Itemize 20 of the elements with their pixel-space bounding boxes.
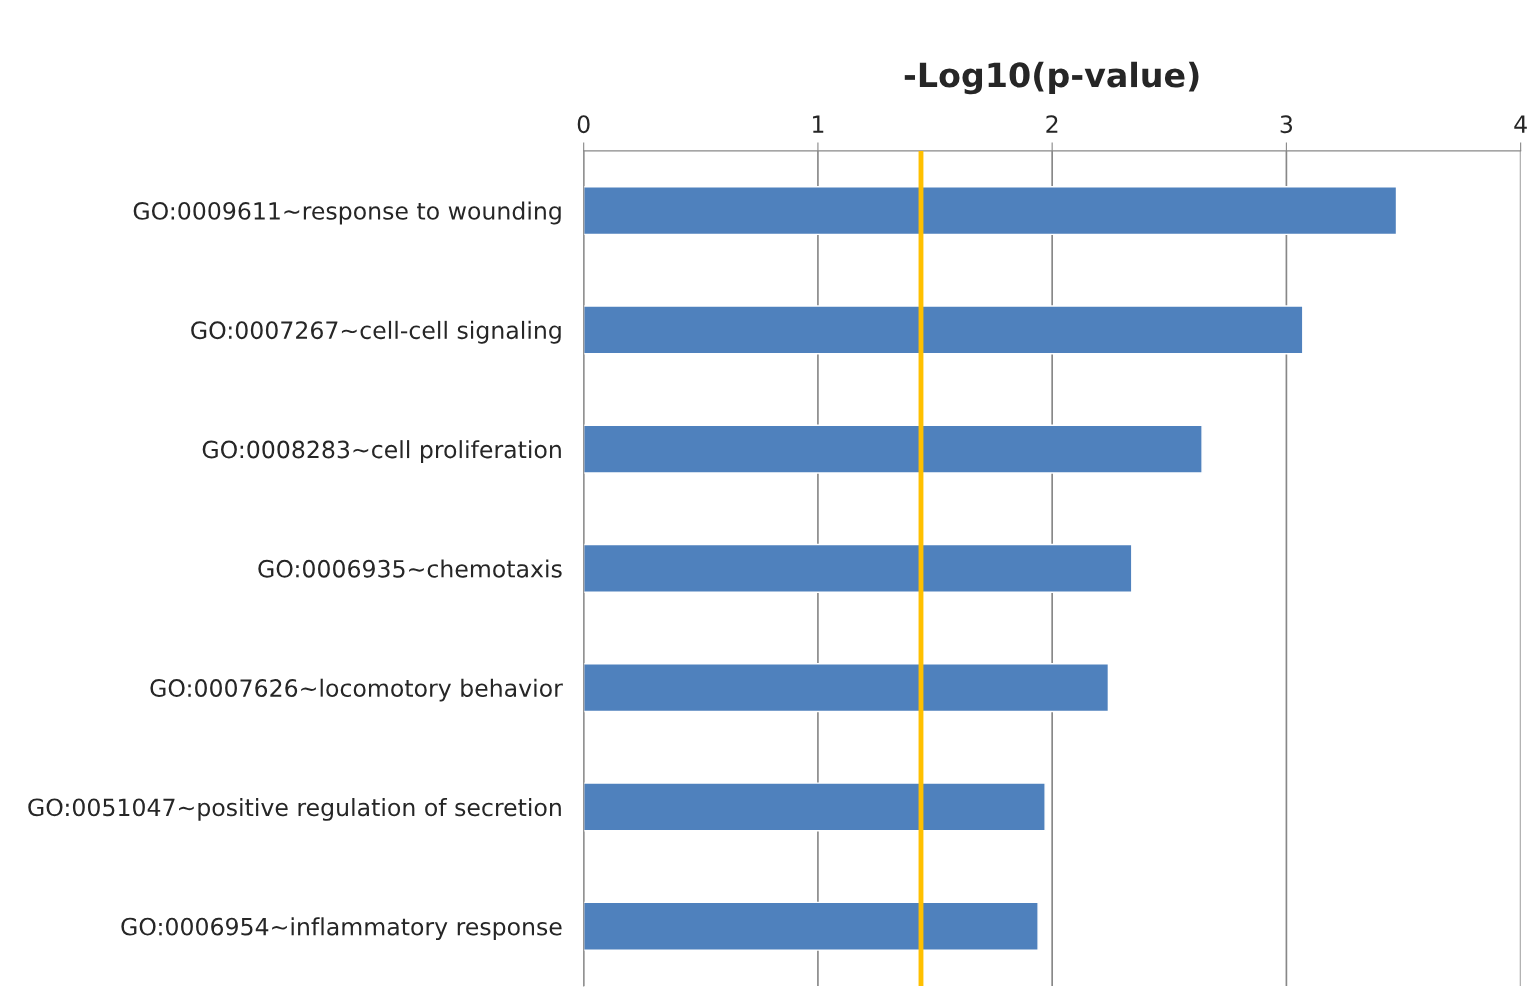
bar	[583, 305, 1304, 355]
y-tick-label: GO:0006954~inflammatory response	[121, 917, 562, 941]
y-tick-label: GO:0009611~response to wounding	[133, 201, 561, 225]
x-axis-title: -Log10(p-value)	[904, 61, 1199, 95]
y-tick-label: GO:0008283~cell proliferation	[202, 440, 561, 463]
y-tick-label: GO:0051047~positive regulation of secretion	[28, 797, 561, 821]
bar	[583, 185, 1398, 236]
x-tick-label: 2	[1046, 115, 1058, 133]
y-tick-label: GO:0007626~locomotory behavior	[150, 678, 563, 702]
bar	[583, 543, 1133, 593]
bar	[583, 424, 1203, 474]
y-tick-label: GO:0007267~cell-cell signaling	[191, 320, 561, 344]
x-tick-label: 1	[813, 115, 824, 133]
x-tick-label: 4	[1514, 115, 1527, 133]
bar	[583, 782, 1046, 832]
bar	[583, 901, 1039, 951]
x-tick-label: 3	[1280, 115, 1293, 134]
x-tick-label: 0	[577, 115, 590, 134]
y-tick-label: GO:0006935~chemotaxis	[258, 559, 562, 578]
bar	[583, 663, 1110, 713]
